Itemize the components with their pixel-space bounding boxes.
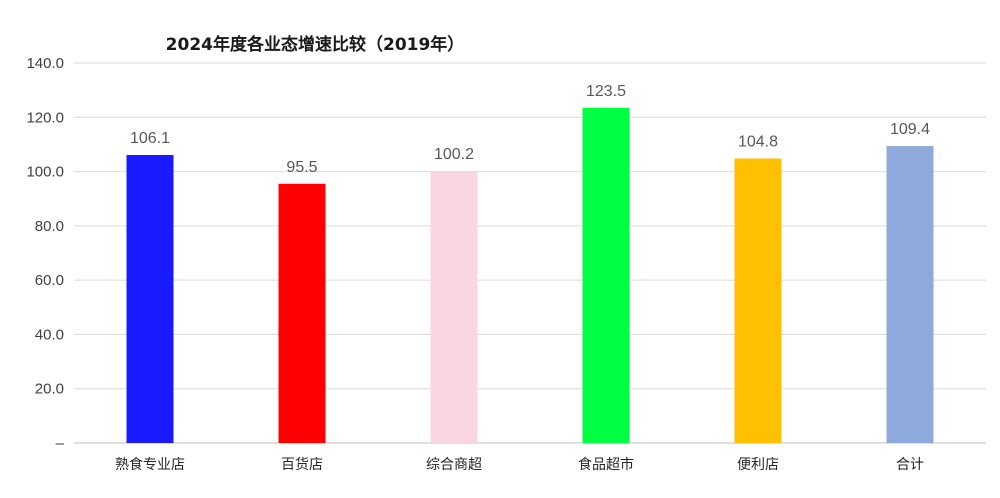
y-tick-label: 80.0 bbox=[35, 218, 64, 235]
gridlines bbox=[74, 62, 986, 444]
data-label: 100.2 bbox=[434, 146, 474, 163]
bar bbox=[582, 107, 630, 444]
y-tick-label: 120.0 bbox=[26, 109, 64, 126]
y-tick-label: 40.0 bbox=[35, 326, 64, 343]
y-tick-label: 100.0 bbox=[26, 164, 64, 181]
x-axis-categories: 熟食专业店 百货店 综合商超 食品超市 便利店 合计 bbox=[115, 456, 924, 473]
category-label: 食品超市 bbox=[578, 456, 634, 473]
bar bbox=[430, 171, 478, 443]
y-tick-label: 140.0 bbox=[26, 55, 64, 72]
bar bbox=[278, 183, 326, 444]
data-label: 123.5 bbox=[586, 83, 626, 100]
category-label: 便利店 bbox=[737, 457, 779, 473]
category-label: 熟食专业店 bbox=[115, 456, 185, 473]
category-label: 合计 bbox=[896, 457, 924, 473]
bars bbox=[126, 107, 934, 444]
data-labels: 106.1 95.5 100.2 123.5 104.8 109.4 bbox=[130, 83, 930, 176]
y-tick-label: 20.0 bbox=[35, 381, 64, 398]
bar bbox=[886, 146, 934, 444]
chart-title: 2024年度各业态增速比较（2019年） bbox=[165, 35, 465, 55]
y-tick-label: – bbox=[56, 435, 65, 452]
category-label: 百货店 bbox=[281, 456, 323, 473]
category-label: 综合商超 bbox=[426, 457, 482, 473]
data-label: 104.8 bbox=[738, 134, 778, 151]
data-label: 95.5 bbox=[286, 159, 317, 176]
bar bbox=[126, 155, 174, 443]
data-label: 106.1 bbox=[130, 130, 170, 147]
y-tick-label: 60.0 bbox=[35, 272, 64, 289]
data-label: 109.4 bbox=[890, 121, 930, 138]
bar bbox=[734, 158, 782, 444]
y-axis-ticks: – 20.0 40.0 60.0 80.0 100.0 120.0 140.0 bbox=[26, 55, 64, 452]
